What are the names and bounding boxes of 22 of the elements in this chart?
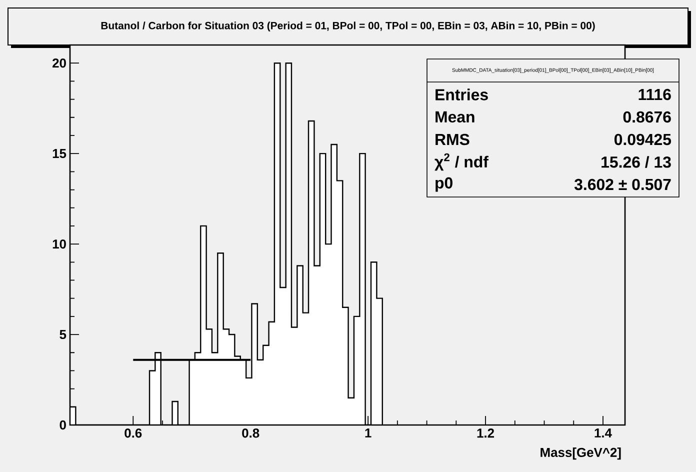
chart-title: Butanol / Carbon for Situation 03 (Period = 01, BPol = 00, TPol = 00, EBin = 03, ABin = 10, PBin = 00) bbox=[101, 22, 595, 32]
annotation: Mean bbox=[436, 111, 474, 123]
annotation: 0.09425 bbox=[614, 134, 672, 146]
x-tick-label: 1.4 bbox=[594, 428, 612, 438]
annotation: χ$^{2}$ / ndf bbox=[434, 153, 489, 171]
x-tick-label: 1 bbox=[365, 428, 372, 438]
annotation: RMS bbox=[436, 134, 470, 146]
x-tick-label: 1.2 bbox=[477, 428, 494, 438]
annotation: p0 bbox=[436, 177, 452, 192]
x-tick-label: 0.6 bbox=[124, 428, 142, 438]
text: 1116 bbox=[638, 88, 671, 100]
annotation: 3.602 ± 0.507 bbox=[574, 178, 671, 190]
y-tick-label: 15 bbox=[52, 149, 66, 158]
y-tick-label: 20 bbox=[52, 58, 66, 68]
y-tick-label: 10 bbox=[52, 239, 66, 249]
annotation: 15.26 / 13 bbox=[602, 156, 671, 168]
y-tick-label: 5 bbox=[60, 330, 66, 340]
annotation: 0.8676 bbox=[623, 111, 671, 123]
y-tick-label: 0 bbox=[60, 420, 66, 430]
x-tick-label: 0.8 bbox=[242, 428, 260, 438]
annotation: Entries bbox=[436, 88, 488, 100]
x-axis-title: Mass[GeV^2] bbox=[540, 448, 621, 460]
